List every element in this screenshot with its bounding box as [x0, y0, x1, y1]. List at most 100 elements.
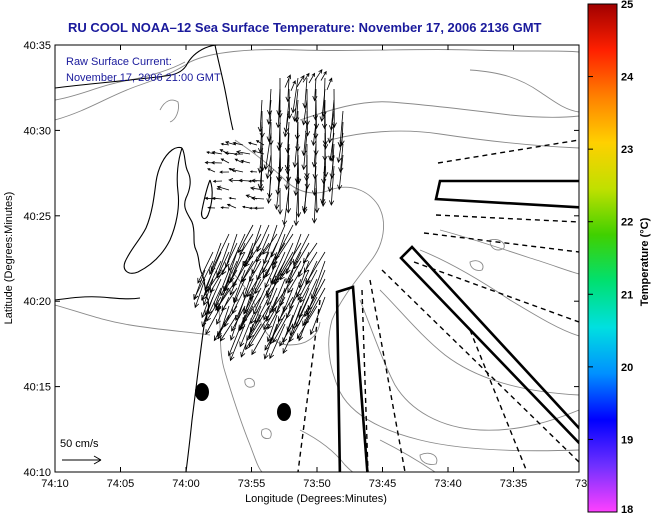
current-vector — [285, 176, 292, 214]
current-vector — [245, 323, 262, 351]
current-vector — [228, 196, 237, 200]
x-tick-label: 74:05 — [107, 478, 135, 490]
y-axis-label: Latitude (Degrees:Minutes) — [3, 192, 15, 325]
contour-line — [419, 452, 438, 465]
colorbar-label: Temperature (°C) — [639, 217, 651, 306]
current-vector — [285, 278, 302, 319]
transect-line — [469, 329, 528, 472]
current-vector — [282, 187, 290, 226]
current-vector — [284, 165, 290, 191]
current-vector — [286, 296, 302, 333]
current-vector — [308, 72, 316, 84]
colorbar-tick-label: 22 — [621, 217, 633, 229]
current-vector — [277, 296, 294, 323]
transect-line — [381, 269, 579, 463]
current-vector — [255, 140, 265, 146]
coastline-segment — [214, 45, 234, 131]
coastline — [55, 45, 234, 472]
current-vector — [248, 305, 270, 339]
current-vector — [264, 314, 286, 351]
current-vector — [293, 187, 299, 227]
current-vector — [197, 251, 214, 284]
x-tick-label: 73:55 — [238, 478, 266, 490]
x-axis-label: Longitude (Degrees:Minutes) — [245, 493, 387, 505]
current-vector — [253, 206, 265, 210]
current-vector — [301, 132, 308, 171]
current-vector — [220, 142, 230, 146]
current-vector — [274, 176, 281, 210]
current-vector — [338, 143, 344, 173]
contour-line — [379, 439, 436, 472]
transect-line — [423, 232, 579, 253]
y-tick-label: 40:30 — [23, 125, 51, 137]
current-vector — [296, 305, 318, 340]
current-vector — [331, 88, 337, 129]
contour-line — [159, 99, 179, 123]
colorbar-tick-label: 25 — [621, 0, 633, 11]
current-vector — [251, 323, 270, 356]
current-vector — [254, 269, 270, 295]
current-vector — [265, 154, 272, 180]
current-vector — [235, 278, 254, 322]
current-vector — [229, 323, 246, 362]
current-vector — [336, 132, 344, 164]
current-vector — [262, 233, 278, 255]
current-vector — [238, 296, 262, 331]
colorbar-tick-label: 18 — [621, 504, 633, 516]
x-tick-label: 73:50 — [303, 478, 331, 490]
current-vector — [293, 242, 310, 270]
current-vector — [206, 296, 222, 322]
contour-line — [217, 299, 263, 472]
survey-box — [399, 245, 579, 445]
current-vector — [208, 287, 222, 315]
current-vector — [285, 233, 302, 275]
current-vector — [337, 154, 344, 191]
current-vector — [270, 251, 286, 284]
colorbar-tick-label: 19 — [621, 434, 633, 446]
current-vector — [290, 77, 299, 114]
current-vector — [201, 287, 214, 319]
current-vector — [327, 110, 335, 144]
y-tick-label: 40:10 — [23, 467, 51, 479]
current-vector — [272, 305, 294, 344]
current-vector — [215, 278, 238, 311]
current-vector — [239, 233, 254, 256]
current-vector — [224, 141, 237, 146]
current-vector — [280, 242, 302, 277]
current-vector — [247, 141, 258, 146]
x-tick-label: 73:40 — [434, 478, 462, 490]
current-vector — [292, 132, 299, 168]
x-tick-label: 74:00 — [172, 478, 200, 490]
current-vector — [216, 185, 230, 191]
current-vector — [207, 206, 216, 210]
current-vector — [311, 187, 317, 224]
current-vector — [202, 278, 214, 306]
current-vector — [204, 278, 222, 316]
current-vector — [238, 178, 251, 183]
coastline-segment — [55, 45, 219, 89]
current-vector — [277, 187, 283, 215]
survey-box — [434, 179, 579, 209]
current-vector — [231, 287, 246, 315]
y-tick-label: 40:35 — [23, 40, 51, 52]
current-vector — [228, 233, 246, 272]
y-tick-label: 40:15 — [23, 382, 51, 394]
current-vector — [304, 287, 326, 326]
current-vector — [207, 168, 216, 173]
current-vector — [312, 77, 318, 102]
contour-line — [439, 229, 579, 275]
current-vector — [243, 278, 262, 315]
current-vector — [251, 178, 265, 183]
contour-line — [379, 289, 579, 396]
current-vector — [250, 287, 270, 325]
contour-line — [329, 130, 579, 149]
current-vector — [219, 314, 238, 342]
current-vector — [264, 260, 278, 289]
current-vector — [309, 296, 326, 336]
current-vector — [242, 205, 251, 209]
current-vector — [249, 186, 265, 191]
current-vector — [255, 242, 270, 263]
current-vector — [216, 296, 230, 325]
current-vector — [244, 242, 262, 268]
contour-line — [55, 48, 579, 121]
